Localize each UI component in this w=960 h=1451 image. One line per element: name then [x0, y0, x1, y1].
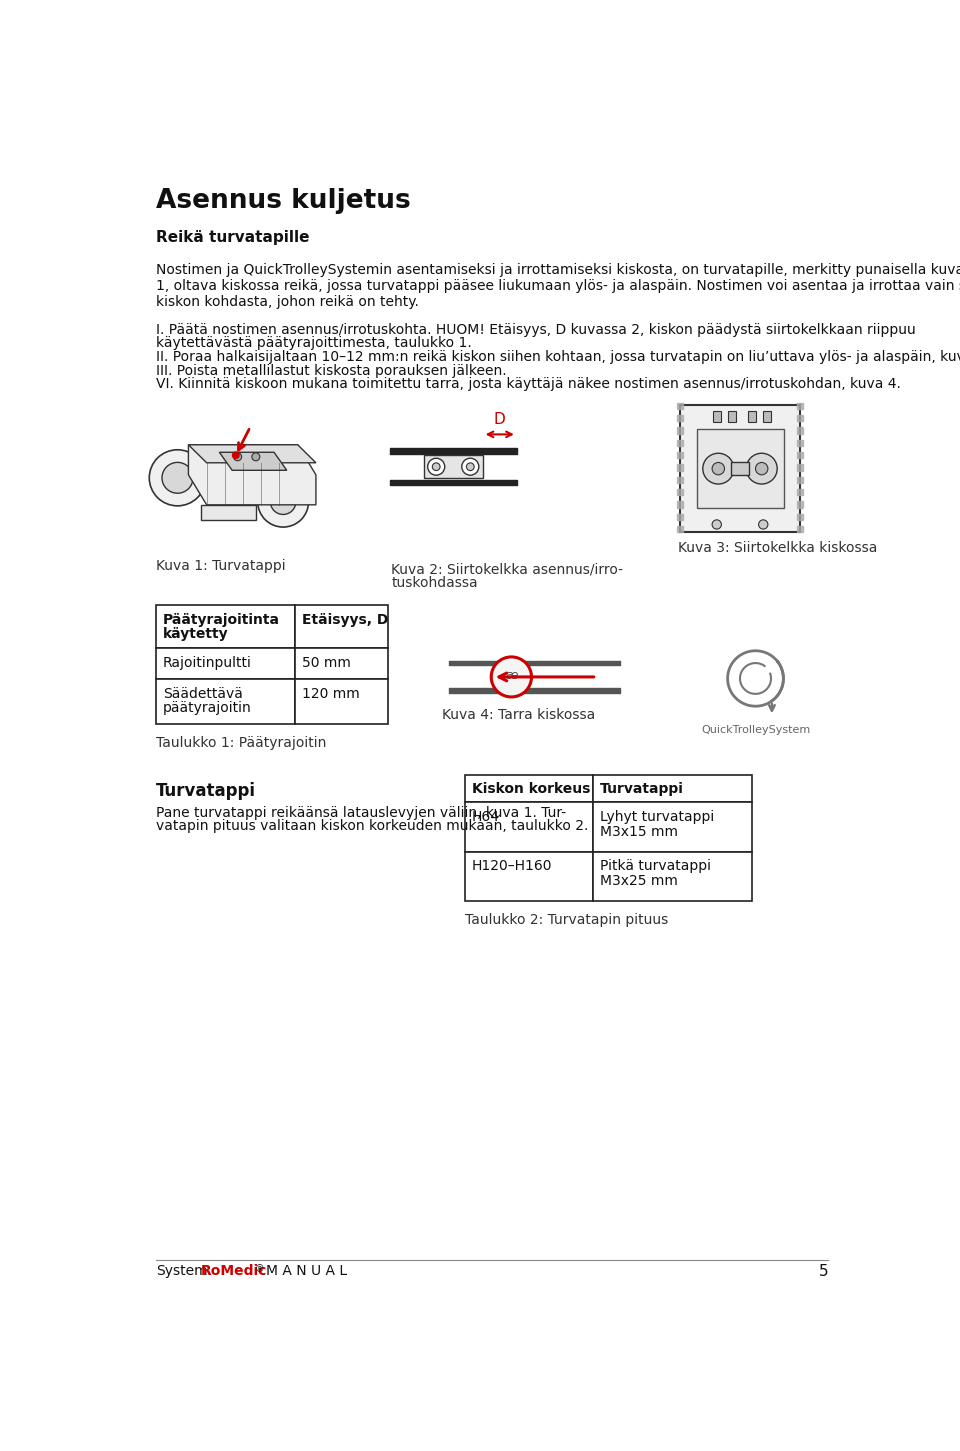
Bar	[763, 411, 771, 422]
Polygon shape	[202, 505, 255, 519]
Bar	[729, 411, 736, 422]
Text: tuskohdassa: tuskohdassa	[392, 576, 478, 591]
Text: Etäisyys, D: Etäisyys, D	[302, 612, 389, 627]
Bar	[295, 605, 388, 649]
Text: kiskon kohdasta, johon reikä on tehty.: kiskon kohdasta, johon reikä on tehty.	[156, 295, 419, 309]
Circle shape	[233, 453, 242, 461]
Bar	[731, 463, 750, 474]
Text: III. Poista metallilastut kiskosta porauksen jälkeen.: III. Poista metallilastut kiskosta porau…	[156, 364, 506, 377]
Circle shape	[271, 489, 296, 515]
Circle shape	[427, 459, 444, 474]
Circle shape	[712, 463, 725, 474]
Bar	[592, 852, 752, 901]
Text: Pitkä turvatappi: Pitkä turvatappi	[600, 859, 710, 874]
Circle shape	[492, 657, 532, 696]
Circle shape	[232, 453, 239, 459]
Bar	[697, 429, 784, 508]
Circle shape	[257, 476, 308, 527]
Text: ®: ®	[254, 1264, 265, 1274]
Text: I. Päätä nostimen asennus/irrotuskohta. HUOM! Etäisyys, D kuvassa 2, kiskon pääd: I. Päätä nostimen asennus/irrotuskohta. …	[156, 322, 916, 337]
Text: Turvatappi: Turvatappi	[600, 782, 684, 797]
Text: 1, oltava kiskossa reikä, jossa turvatappi pääsee liukumaan ylös- ja alaspäin. N: 1, oltava kiskossa reikä, jossa turvatap…	[156, 279, 960, 293]
Bar	[465, 852, 592, 901]
Bar	[748, 411, 756, 422]
Text: Nostimen ja QuickTrolleySystemin asentamiseksi ja irrottamiseksi kiskosta, on tu: Nostimen ja QuickTrolleySystemin asentam…	[156, 263, 960, 277]
Circle shape	[758, 519, 768, 530]
Text: VI. Kiinnitä kiskoon mukana toimitettu tarra, josta käyttäjä näkee nostimen asen: VI. Kiinnitä kiskoon mukana toimitettu t…	[156, 377, 900, 392]
Polygon shape	[188, 445, 316, 463]
Text: vatapin pituus valitaan kiskon korkeuden mukaan, taulukko 2.: vatapin pituus valitaan kiskon korkeuden…	[156, 820, 588, 833]
Circle shape	[432, 463, 440, 470]
Text: M3x15 mm: M3x15 mm	[600, 824, 678, 839]
Text: Rajoitinpultti: Rajoitinpultti	[162, 656, 252, 670]
Text: Kiskon korkeus: Kiskon korkeus	[472, 782, 590, 797]
Text: II. Poraa halkaisijaltaan 10–12 mm:n reikä kiskon siihen kohtaan, jossa turvatap: II. Poraa halkaisijaltaan 10–12 mm:n rei…	[156, 350, 960, 364]
Bar	[592, 775, 752, 802]
Circle shape	[162, 463, 193, 493]
Text: 120 mm: 120 mm	[302, 686, 360, 701]
Text: System: System	[156, 1264, 207, 1278]
Text: Säädettävä: Säädettävä	[162, 686, 243, 701]
Bar	[681, 405, 801, 533]
Text: H120–H160: H120–H160	[472, 859, 552, 874]
Text: Kuva 1: Turvatappi: Kuva 1: Turvatappi	[156, 559, 285, 573]
Text: käytetty: käytetty	[162, 627, 228, 641]
Text: H64: H64	[472, 810, 500, 824]
Text: Kuva 3: Siirtokelkka kiskossa: Kuva 3: Siirtokelkka kiskossa	[678, 541, 877, 556]
Bar	[156, 679, 295, 724]
Polygon shape	[220, 453, 287, 470]
Text: Taulukko 2: Turvatapin pituus: Taulukko 2: Turvatapin pituus	[465, 913, 668, 927]
Text: päätyrajoitin: päätyrajoitin	[162, 701, 252, 715]
Circle shape	[712, 519, 721, 530]
Text: Pane turvatappi reikäänsä latauslevyjen väliin, kuva 1. Tur-: Pane turvatappi reikäänsä latauslevyjen …	[156, 805, 565, 820]
Bar	[295, 679, 388, 724]
Text: Lyhyt turvatappi: Lyhyt turvatappi	[600, 810, 714, 824]
Bar	[156, 605, 295, 649]
Bar	[465, 775, 592, 802]
Text: 5: 5	[819, 1264, 828, 1278]
Bar	[295, 649, 388, 679]
Circle shape	[703, 453, 733, 485]
Circle shape	[149, 450, 205, 506]
Text: Taulukko 1: Päätyrajoitin: Taulukko 1: Päätyrajoitin	[156, 736, 326, 750]
Text: QuickTrolleySystem: QuickTrolleySystem	[701, 724, 810, 734]
Text: 50 mm: 50 mm	[302, 656, 351, 670]
Text: Päätyrajoitinta: Päätyrajoitinta	[162, 612, 279, 627]
Text: Asennus kuljetus: Asennus kuljetus	[156, 189, 411, 213]
Text: Kuva 2: Siirtokelkka asennus/irro-: Kuva 2: Siirtokelkka asennus/irro-	[392, 563, 623, 577]
Text: M3x25 mm: M3x25 mm	[600, 874, 678, 888]
Circle shape	[252, 453, 260, 461]
Text: æ: æ	[505, 669, 517, 682]
Text: D: D	[493, 412, 506, 427]
Text: RoMedic: RoMedic	[201, 1264, 267, 1278]
Text: Turvatappi: Turvatappi	[156, 782, 255, 801]
Text: Reikä turvatapille: Reikä turvatapille	[156, 229, 309, 245]
Text: M A N U A L: M A N U A L	[266, 1264, 347, 1278]
Circle shape	[462, 459, 479, 474]
Circle shape	[467, 463, 474, 470]
Circle shape	[756, 463, 768, 474]
Text: käytettävästä päätyrajoittimesta, taulukko 1.: käytettävästä päätyrajoittimesta, tauluk…	[156, 335, 471, 350]
Bar	[465, 802, 592, 852]
Bar	[423, 456, 483, 479]
Circle shape	[746, 453, 778, 485]
Text: Kuva 4: Tarra kiskossa: Kuva 4: Tarra kiskossa	[442, 708, 595, 721]
Bar	[713, 411, 721, 422]
Polygon shape	[188, 445, 316, 505]
Bar	[592, 802, 752, 852]
Bar	[156, 649, 295, 679]
